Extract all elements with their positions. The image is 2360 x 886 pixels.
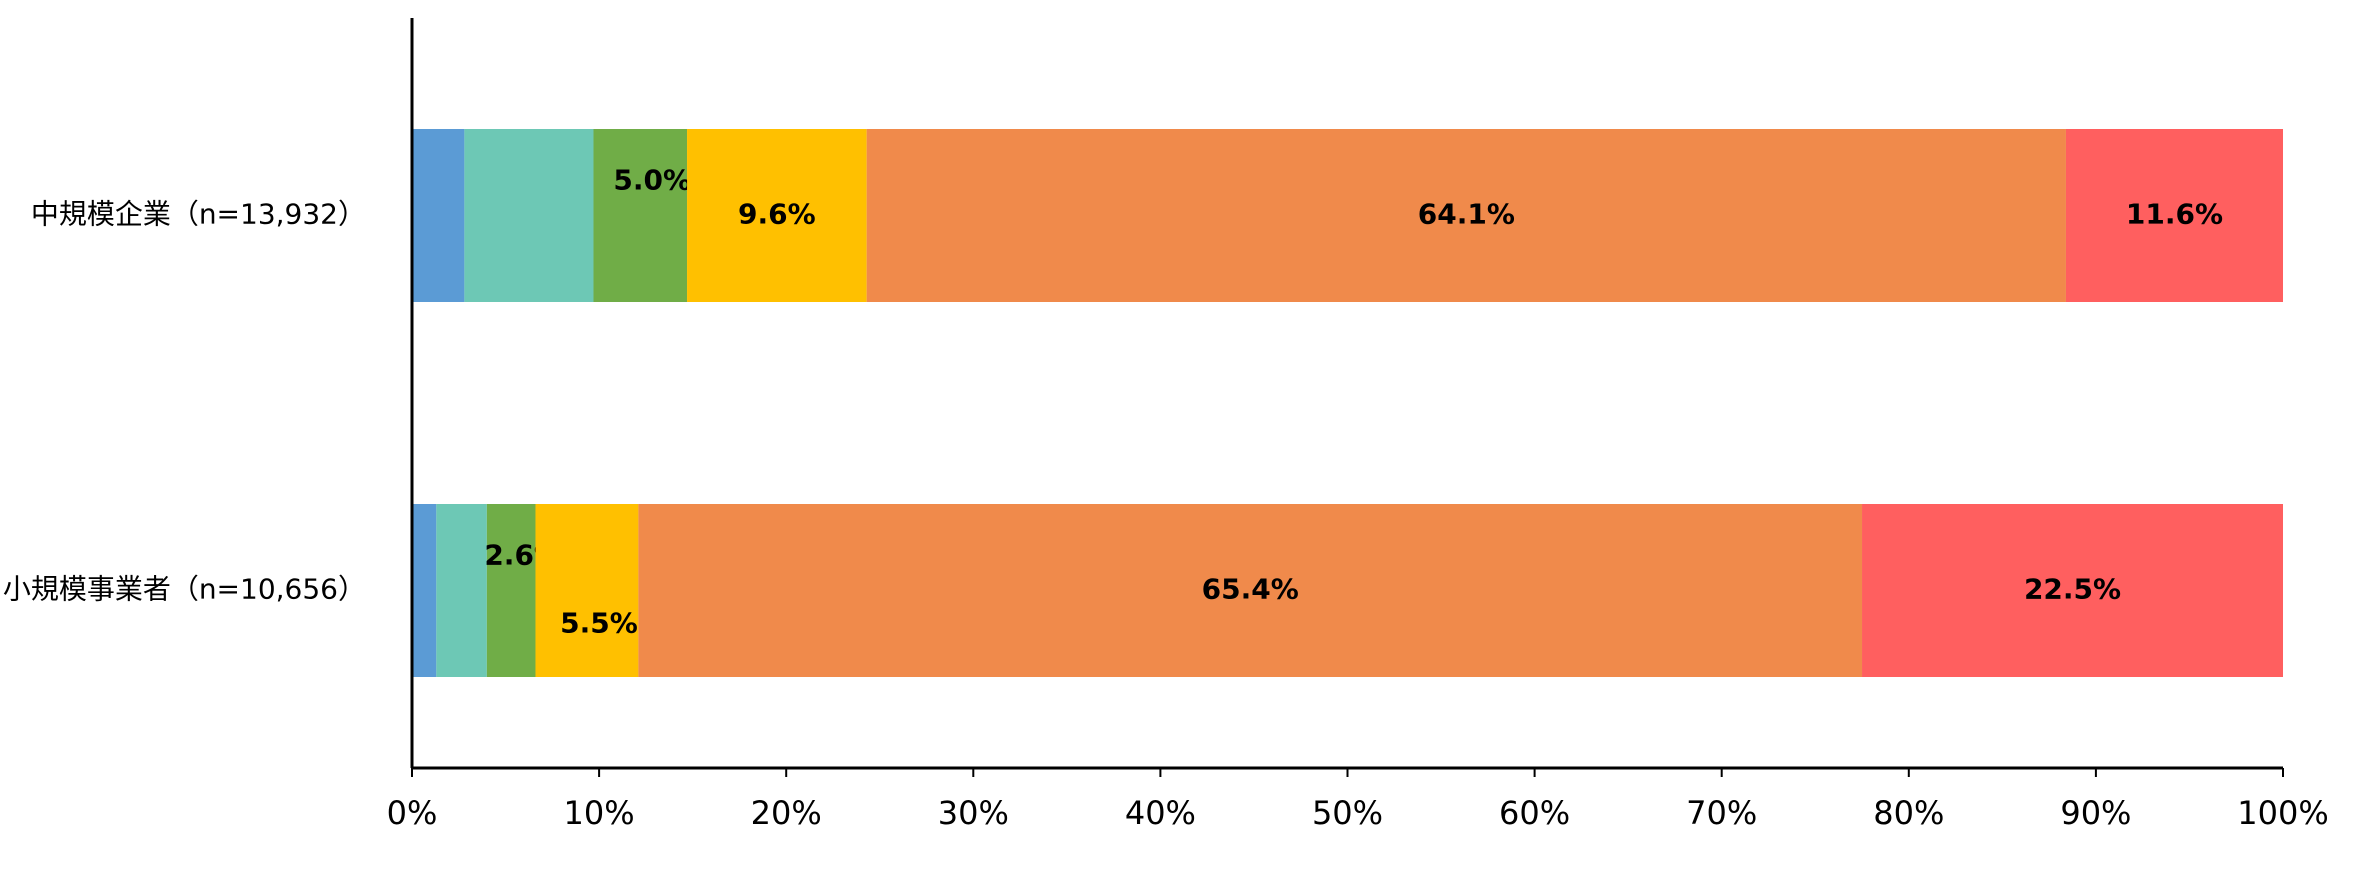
x-tick-label: 10% [564, 794, 635, 832]
bar-segment [412, 129, 465, 302]
bar-segment [866, 129, 2066, 302]
x-tick-label: 100% [2237, 794, 2328, 832]
value-label: 11.6% [2126, 198, 2223, 231]
bar-segment [486, 504, 536, 677]
x-tick-label: 50% [1312, 794, 1383, 832]
x-tick-label: 60% [1499, 794, 1570, 832]
bar-segment [535, 504, 639, 677]
bar-segment [593, 129, 688, 302]
x-tick-label: 40% [1125, 794, 1196, 832]
x-tick-label: 80% [1873, 794, 1944, 832]
value-label: 65.4% [1202, 573, 1299, 606]
category-label: 小規模事業者（n=10,656） [3, 573, 366, 606]
x-tick-label: 0% [387, 794, 438, 832]
value-label: 5.5% [560, 607, 638, 640]
bar-segment [1862, 504, 2283, 677]
bar-segment [436, 504, 487, 677]
bar-segment [638, 504, 1863, 677]
value-label: 5.0% [613, 164, 691, 197]
bar-segment [687, 129, 867, 302]
x-tick-label: 20% [751, 794, 822, 832]
category-label: 中規模企業（n=13,932） [31, 198, 366, 231]
bar-segment [2065, 129, 2283, 302]
x-tick-label: 30% [938, 794, 1009, 832]
x-tick-label: 70% [1686, 794, 1757, 832]
bar-segment [464, 129, 594, 302]
bar-segment [412, 504, 437, 677]
x-tick-label: 90% [2060, 794, 2131, 832]
value-label: 22.5% [2024, 573, 2121, 606]
value-label: 9.6% [738, 198, 816, 231]
value-label: 64.1% [1418, 198, 1515, 231]
